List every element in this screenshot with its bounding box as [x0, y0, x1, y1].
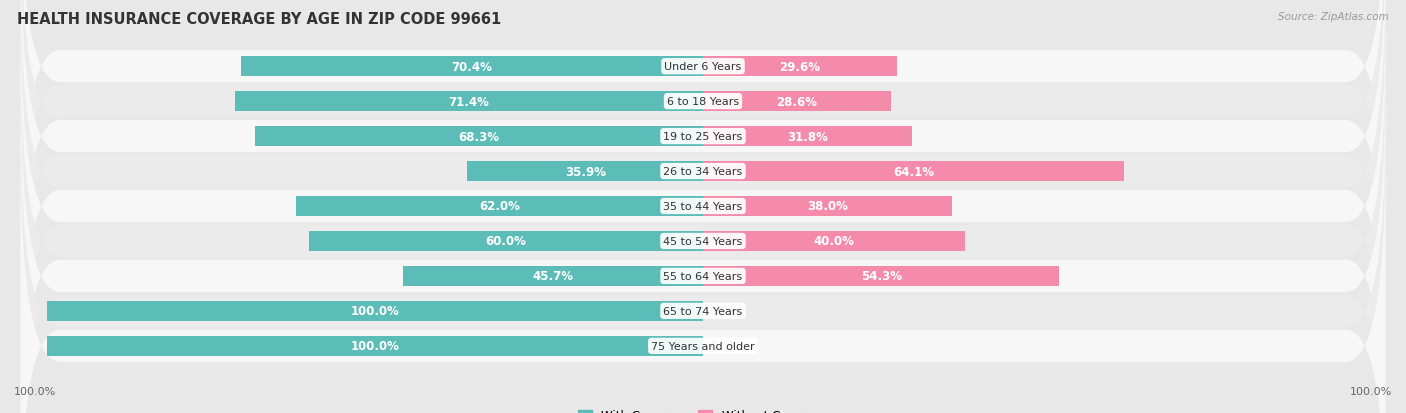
Bar	[467, 161, 703, 182]
Text: 38.0%: 38.0%	[807, 200, 848, 213]
Bar	[703, 92, 890, 112]
Text: 100.0%: 100.0%	[1350, 386, 1392, 396]
Bar	[703, 197, 952, 216]
FancyBboxPatch shape	[21, 13, 1385, 400]
Text: 60.0%: 60.0%	[485, 235, 527, 248]
Bar	[46, 301, 703, 321]
FancyBboxPatch shape	[21, 153, 1385, 413]
FancyBboxPatch shape	[21, 0, 1385, 295]
FancyBboxPatch shape	[21, 83, 1385, 413]
FancyBboxPatch shape	[21, 118, 1385, 413]
Text: Source: ZipAtlas.com: Source: ZipAtlas.com	[1278, 12, 1389, 22]
Bar	[703, 266, 1059, 286]
FancyBboxPatch shape	[21, 0, 1385, 260]
Text: 19 to 25 Years: 19 to 25 Years	[664, 132, 742, 142]
Bar	[46, 336, 703, 356]
FancyBboxPatch shape	[21, 0, 1385, 330]
Text: 26 to 34 Years: 26 to 34 Years	[664, 166, 742, 177]
Text: Under 6 Years: Under 6 Years	[665, 62, 741, 72]
Bar	[703, 127, 911, 147]
Text: 65 to 74 Years: 65 to 74 Years	[664, 306, 742, 316]
Text: 64.1%: 64.1%	[893, 165, 934, 178]
Bar	[254, 127, 703, 147]
Text: 35 to 44 Years: 35 to 44 Years	[664, 202, 742, 211]
Text: 29.6%: 29.6%	[779, 61, 821, 74]
FancyBboxPatch shape	[21, 0, 1385, 365]
Text: 45.7%: 45.7%	[533, 270, 574, 283]
Legend: With Coverage, Without Coverage: With Coverage, Without Coverage	[572, 404, 834, 413]
Text: 75 Years and older: 75 Years and older	[651, 341, 755, 351]
Text: 0.0%: 0.0%	[710, 305, 740, 318]
Text: HEALTH INSURANCE COVERAGE BY AGE IN ZIP CODE 99661: HEALTH INSURANCE COVERAGE BY AGE IN ZIP …	[17, 12, 501, 27]
Text: 45 to 54 Years: 45 to 54 Years	[664, 236, 742, 247]
Text: 0.0%: 0.0%	[710, 339, 740, 352]
Text: 71.4%: 71.4%	[449, 95, 489, 108]
Bar	[309, 231, 703, 252]
Text: 54.3%: 54.3%	[860, 270, 901, 283]
Text: 70.4%: 70.4%	[451, 61, 492, 74]
Text: 100.0%: 100.0%	[14, 386, 56, 396]
Bar	[240, 57, 703, 77]
Bar	[703, 161, 1123, 182]
Bar	[404, 266, 703, 286]
Text: 31.8%: 31.8%	[787, 130, 828, 143]
Text: 40.0%: 40.0%	[814, 235, 855, 248]
Text: 55 to 64 Years: 55 to 64 Years	[664, 271, 742, 281]
Bar	[235, 92, 703, 112]
Bar	[297, 197, 703, 216]
Bar	[703, 57, 897, 77]
Text: 100.0%: 100.0%	[350, 339, 399, 352]
Text: 100.0%: 100.0%	[350, 305, 399, 318]
FancyBboxPatch shape	[21, 48, 1385, 413]
Text: 68.3%: 68.3%	[458, 130, 499, 143]
Text: 6 to 18 Years: 6 to 18 Years	[666, 97, 740, 107]
Text: 28.6%: 28.6%	[776, 95, 817, 108]
Bar	[703, 231, 966, 252]
Text: 35.9%: 35.9%	[565, 165, 606, 178]
Text: 62.0%: 62.0%	[479, 200, 520, 213]
